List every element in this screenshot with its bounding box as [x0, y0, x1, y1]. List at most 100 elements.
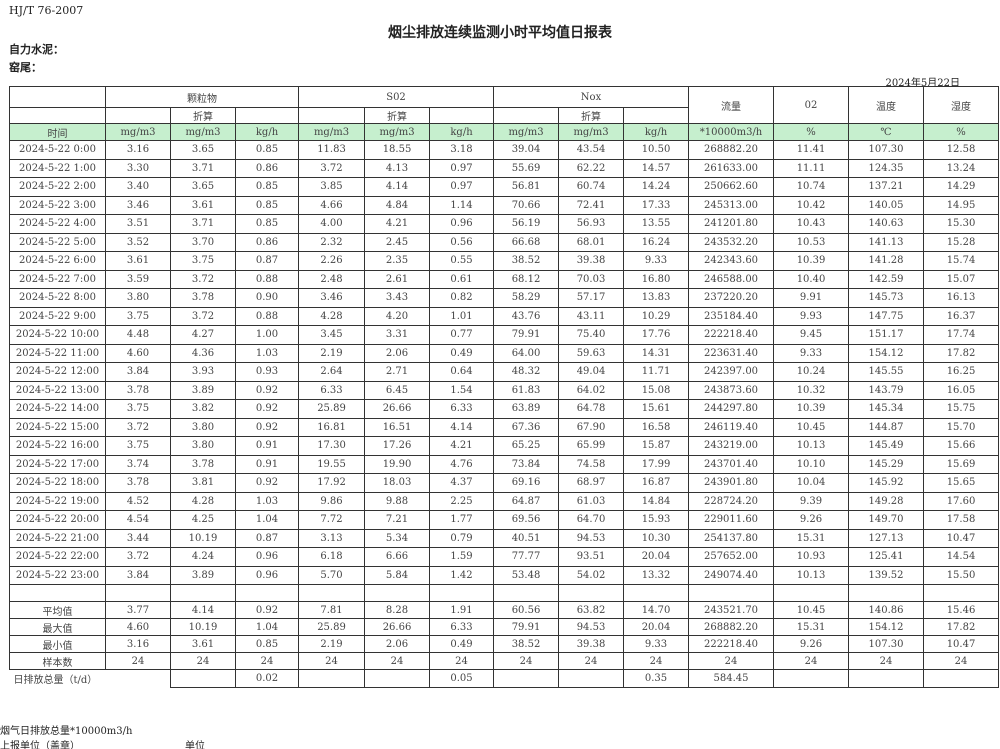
table-cell: 10.04 — [773, 473, 850, 493]
row-label: 2024-5-22 7:00 — [9, 269, 106, 289]
converted-label: 折算 — [364, 107, 431, 124]
report-table: 颗粒物 S02 Nox 流量 02 温度 湿度 折算 折算 折算 时间 mg/m3 — [9, 86, 1000, 688]
units-row: 时间 mg/m3 mg/m3 kg/h mg/m3 mg/m3 kg/h mg/m3 mg/m3… — [9, 123, 1000, 141]
table-cell: 15.28 — [923, 232, 1000, 252]
table-cell: 6.66 — [364, 547, 431, 567]
table-cell: 72.41 — [558, 195, 625, 215]
table-cell: 154.12 — [848, 343, 925, 363]
row-label: 2024-5-22 13:00 — [9, 380, 106, 400]
table-cell — [848, 669, 925, 688]
table-cell: 3.78 — [105, 380, 171, 400]
table-cell: 17.76 — [623, 325, 690, 345]
table-cell: 39.04 — [493, 140, 560, 160]
row-label: 平均值 — [9, 601, 106, 619]
table-cell: 3.30 — [105, 158, 171, 178]
table-cell: 16.81 — [298, 417, 366, 437]
table-cell: 54.02 — [558, 565, 625, 585]
table-cell: 3.51 — [105, 214, 171, 234]
empty-cell — [623, 584, 690, 602]
table-cell: 4.14 — [429, 417, 495, 437]
table-cell: 4.76 — [429, 454, 495, 474]
table-cell: 13.55 — [623, 214, 690, 234]
table-cell: 70.66 — [493, 195, 560, 215]
table-cell: 2.71 — [364, 362, 431, 382]
table-cell: 3.16 — [105, 140, 171, 160]
table-cell: 62.22 — [558, 158, 625, 178]
table-row: 2024-5-22 12:00 3.84 3.93 0.93 2.64 2.71 0.64 4… — [9, 362, 1000, 382]
table-cell: 13.83 — [623, 288, 690, 308]
table-cell: 16.24 — [623, 232, 690, 252]
table-cell: 9.33 — [773, 343, 850, 363]
table-cell: 3.43 — [364, 288, 431, 308]
header-flow: 流量 — [688, 86, 775, 124]
table-cell: 3.65 — [170, 140, 236, 160]
group-so2: S02 — [298, 86, 495, 108]
table-cell: 68.01 — [558, 232, 625, 252]
table-cell: 14.70 — [623, 601, 690, 619]
table-cell: 94.53 — [558, 618, 625, 636]
table-cell: 3.52 — [105, 232, 171, 252]
table-cell: 4.21 — [364, 214, 431, 234]
table-cell: 3.72 — [170, 269, 236, 289]
table-cell: 10.45 — [773, 417, 850, 437]
table-cell: 0.93 — [234, 362, 300, 382]
table-cell: 3.78 — [170, 288, 236, 308]
table-cell: 65.25 — [493, 436, 560, 456]
table-cell: 3.16 — [105, 635, 171, 653]
group-header-row: 颗粒物 S02 Nox 流量 02 温度 湿度 — [9, 86, 1000, 124]
table-cell: 249074.40 — [688, 565, 775, 585]
table-cell: 222218.40 — [688, 635, 775, 653]
table-cell — [170, 669, 236, 688]
table-cell: 6.33 — [429, 399, 495, 419]
table-cell: 250662.60 — [688, 177, 775, 197]
table-cell: 0.96 — [234, 547, 300, 567]
table-cell: 243901.80 — [688, 473, 775, 493]
table-cell: 18.55 — [364, 140, 431, 160]
table-cell: 0.02 — [234, 669, 300, 688]
table-cell: 107.30 — [848, 140, 925, 160]
table-cell: 243521.70 — [688, 601, 775, 619]
header-o2: 02 — [773, 86, 850, 124]
table-cell: 38.52 — [493, 635, 560, 653]
table-cell: 0.49 — [429, 635, 495, 653]
table-cell: 0.85 — [234, 635, 300, 653]
table-cell: 4.20 — [364, 306, 431, 326]
table-cell: 14.29 — [923, 177, 1000, 197]
table-cell: 2.32 — [298, 232, 366, 252]
table-cell: 235184.40 — [688, 306, 775, 326]
table-cell: 4.21 — [429, 436, 495, 456]
table-cell: 67.90 — [558, 417, 625, 437]
table-cell: 64.00 — [493, 343, 560, 363]
row-label: 2024-5-22 15:00 — [9, 417, 106, 437]
table-cell: 254137.80 — [688, 528, 775, 548]
table-cell: 145.73 — [848, 288, 925, 308]
row-label: 2024-5-22 0:00 — [9, 140, 106, 160]
table-cell: 16.87 — [623, 473, 690, 493]
row-label: 2024-5-22 21:00 — [9, 528, 106, 548]
empty-cell — [773, 584, 850, 602]
table-cell: 245313.00 — [688, 195, 775, 215]
table-cell: mg/m3 — [364, 123, 431, 141]
row-label: 2024-5-22 5:00 — [9, 232, 106, 252]
table-cell: 0.61 — [429, 269, 495, 289]
table-cell: 3.31 — [364, 325, 431, 345]
row-label: 2024-5-22 19:00 — [9, 491, 106, 511]
row-label: 2024-5-22 4:00 — [9, 214, 106, 234]
table-cell: 77.77 — [493, 547, 560, 567]
table-cell: 59.63 — [558, 343, 625, 363]
table-cell: 9.91 — [773, 288, 850, 308]
table-cell: 3.59 — [105, 269, 171, 289]
row-label: 2024-5-22 12:00 — [9, 362, 106, 382]
table-cell: 70.03 — [558, 269, 625, 289]
table-cell: 68.12 — [493, 269, 560, 289]
row-label: 2024-5-22 1:00 — [9, 158, 106, 178]
table-cell: 6.33 — [429, 618, 495, 636]
table-cell: 0.85 — [234, 195, 300, 215]
table-cell: 0.79 — [429, 528, 495, 548]
row-label: 2024-5-22 16:00 — [9, 436, 106, 456]
table-cell: 0.82 — [429, 288, 495, 308]
empty-cell — [364, 584, 431, 602]
table-row: 2024-5-22 20:00 4.54 4.25 1.04 7.72 7.21 1.77 6… — [9, 510, 1000, 530]
row-label: 2024-5-22 17:00 — [9, 454, 106, 474]
table-cell: 16.25 — [923, 362, 1000, 382]
